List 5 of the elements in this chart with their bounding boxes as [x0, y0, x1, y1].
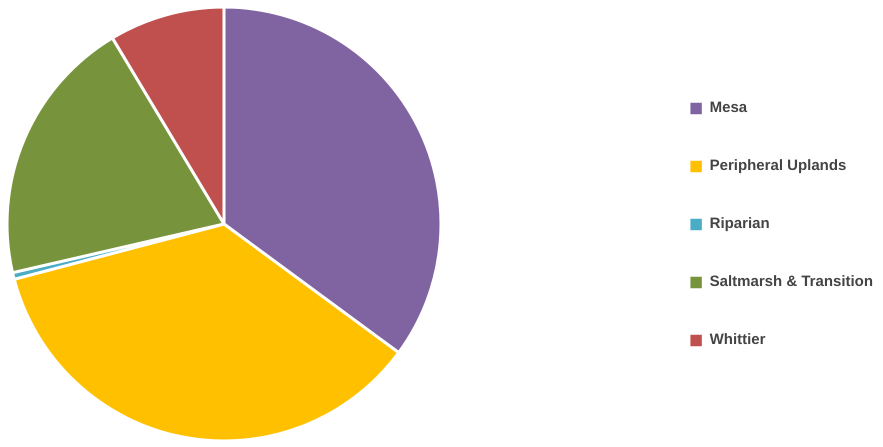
legend-label: Peripheral Uplands — [710, 157, 846, 174]
legend-label: Saltmarsh & Transition — [710, 273, 873, 290]
legend-label: Riparian — [710, 215, 770, 232]
legend-label: Mesa — [710, 99, 748, 116]
legend-label: Whittier — [710, 331, 766, 348]
